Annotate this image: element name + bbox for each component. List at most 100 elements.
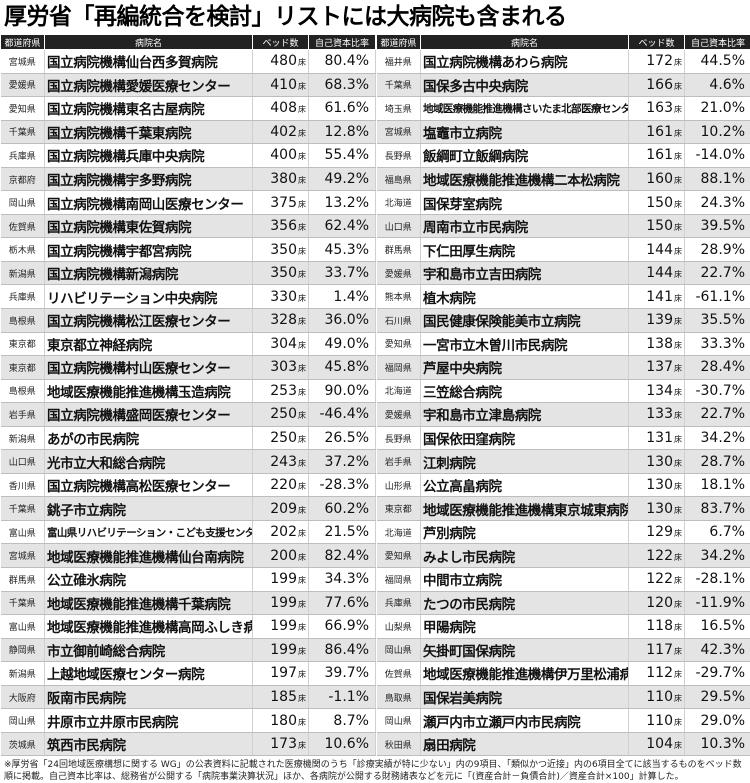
prefecture-cell: 北海道 [377,520,421,544]
prefecture-cell: 群馬県 [377,238,421,262]
hospital-name-cell: 市立御前崎総合病院 [45,638,253,662]
equity-ratio-cell: 29.0% [685,709,750,733]
equity-ratio-cell: 86.4% [309,638,376,662]
equity-ratio-cell: 49.0% [309,332,376,356]
beds-value: 120 [646,595,673,611]
prefecture-cell: 宮城県 [377,120,421,144]
prefecture-cell: 千葉県 [377,73,421,97]
beds-value: 199 [270,595,297,611]
header-pref: 都道府県 [377,35,421,50]
beds-unit: 床 [674,294,682,303]
prefecture-cell: 石川県 [377,309,421,333]
beds-cell: 253床 [253,379,309,403]
prefecture-cell: 埼玉県 [377,97,421,121]
beds-unit: 床 [298,411,306,420]
beds-cell: 180床 [253,709,309,733]
beds-value: 139 [646,312,673,328]
beds-cell: 250床 [253,403,309,427]
equity-ratio-cell: 83.7% [685,497,750,521]
beds-cell: 356床 [253,214,309,238]
equity-ratio-cell: 22.7% [685,403,750,427]
equity-ratio-cell: 16.5% [685,615,750,639]
prefecture-cell: 島根県 [1,309,45,333]
beds-value: 375 [270,195,297,211]
prefecture-cell: 栃木県 [1,238,45,262]
beds-unit: 床 [674,58,682,67]
prefecture-cell: 秋田県 [377,732,421,756]
beds-unit: 床 [674,388,682,397]
beds-unit: 床 [298,506,306,515]
beds-cell: 209床 [253,497,309,521]
beds-unit: 床 [298,364,306,373]
beds-unit: 床 [298,200,306,209]
beds-cell: 166床 [629,73,685,97]
hospital-name-cell: 宇和島市立吉田病院 [421,261,629,285]
prefecture-cell: 千葉県 [1,497,45,521]
beds-unit: 床 [674,600,682,609]
beds-unit: 床 [674,247,682,256]
beds-cell: 220床 [253,473,309,497]
equity-ratio-cell: 28.7% [685,450,750,474]
hospital-name-cell: 国立病院機構兵庫中央病院 [45,144,253,168]
beds-cell: 129床 [629,520,685,544]
beds-cell: 122床 [629,544,685,568]
hospital-name-cell: 宇和島市立津島病院 [421,403,629,427]
prefecture-cell: 佐賀県 [377,662,421,686]
prefecture-cell: 宮城県 [1,544,45,568]
beds-cell: 408床 [253,97,309,121]
beds-unit: 床 [298,388,306,397]
header-hospital: 病院名 [45,35,253,50]
beds-value: 202 [270,524,297,540]
hospital-name-cell: 扇田病院 [421,732,629,756]
hospital-name-cell: 国立病院機構盛岡医療センター [45,403,253,427]
beds-value: 110 [646,689,673,705]
hospital-name-cell: 銚子市立病院 [45,497,253,521]
prefecture-cell: 愛媛県 [1,73,45,97]
beds-cell: 172床 [629,50,685,74]
equity-ratio-cell: 66.9% [309,615,376,639]
beds-value: 131 [646,430,673,446]
beds-value: 185 [270,689,297,705]
equity-ratio-cell: 10.2% [685,120,750,144]
prefecture-cell: 兵庫県 [377,591,421,615]
equity-ratio-cell: -29.7% [685,662,750,686]
beds-cell: 400床 [253,144,309,168]
beds-value: 209 [270,501,297,517]
beds-value: 199 [270,618,297,634]
equity-ratio-cell: 36.0% [309,309,376,333]
beds-value: 199 [270,571,297,587]
prefecture-cell: 宮城県 [1,50,45,74]
header-beds: ベッド数 [629,35,685,50]
beds-cell: 161床 [629,144,685,168]
prefecture-cell: 愛知県 [377,544,421,568]
beds-value: 130 [646,454,673,470]
beds-unit: 床 [298,152,306,161]
beds-cell: 303床 [253,356,309,380]
prefecture-cell: 愛媛県 [377,261,421,285]
beds-value: 137 [646,359,673,375]
beds-value: 129 [646,524,673,540]
header-pref: 都道府県 [1,35,45,50]
beds-cell: 118床 [629,615,685,639]
beds-value: 130 [646,501,673,517]
